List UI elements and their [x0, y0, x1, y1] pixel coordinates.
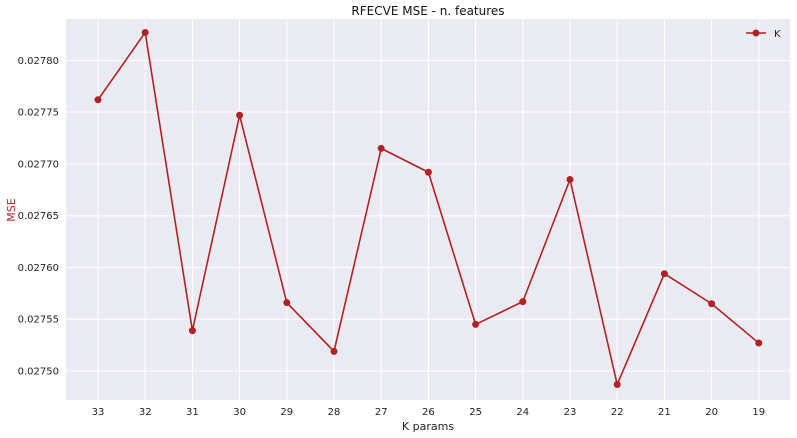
x-tick-label: 26	[422, 407, 435, 418]
data-point	[330, 347, 338, 355]
x-tick-label: 29	[280, 407, 293, 418]
data-point	[236, 111, 244, 119]
data-point	[613, 380, 621, 388]
data-point	[377, 144, 385, 152]
x-tick-label: 20	[705, 407, 718, 418]
x-axis-title: K params	[402, 420, 454, 433]
x-tick-label: 28	[328, 407, 341, 418]
data-point	[566, 175, 574, 183]
data-point	[94, 96, 102, 104]
x-tick-label: 30	[233, 407, 246, 418]
x-tick-label: 27	[375, 407, 388, 418]
series-layer	[94, 28, 763, 388]
x-tick-label: 23	[564, 407, 577, 418]
data-point	[188, 327, 196, 335]
x-tick-label: 21	[658, 407, 671, 418]
x-tick-label: 33	[92, 407, 105, 418]
x-tick-label: 32	[139, 407, 152, 418]
data-point	[755, 339, 763, 347]
data-point	[660, 270, 668, 278]
data-point	[519, 298, 527, 306]
data-point	[424, 168, 432, 176]
legend: K	[746, 29, 781, 40]
data-point	[708, 300, 716, 308]
x-tick-label: 25	[469, 407, 482, 418]
y-tick-label: 0.02780	[18, 56, 59, 67]
y-tick-label: 0.02760	[18, 263, 59, 274]
grid-lines	[66, 19, 790, 400]
y-axis-title: MSE	[5, 198, 18, 221]
y-tick-label: 0.02775	[18, 108, 59, 119]
y-tick-label: 0.02755	[18, 315, 59, 326]
x-tick-label: 31	[186, 407, 199, 418]
data-point	[141, 28, 149, 36]
data-point	[283, 299, 291, 307]
x-tick-label: 24	[516, 407, 529, 418]
chart-title: RFECVE MSE - n. features	[351, 4, 504, 18]
data-point	[472, 320, 480, 328]
y-tick-label: 0.02750	[18, 367, 59, 378]
y-tick-label: 0.02770	[18, 159, 59, 170]
legend-marker	[752, 29, 760, 37]
x-tick-label: 22	[611, 407, 624, 418]
x-tick-labels: 33 32 31 30 29 28 27 26 25 24 23 22 21 20 19	[92, 407, 766, 418]
legend-label: K	[774, 29, 781, 40]
y-tick-label: 0.02765	[18, 211, 59, 222]
y-tick-labels: 0.02750 0.02755 0.02760 0.02765 0.02770 0.027…	[18, 56, 59, 378]
x-tick-label: 19	[752, 407, 765, 418]
